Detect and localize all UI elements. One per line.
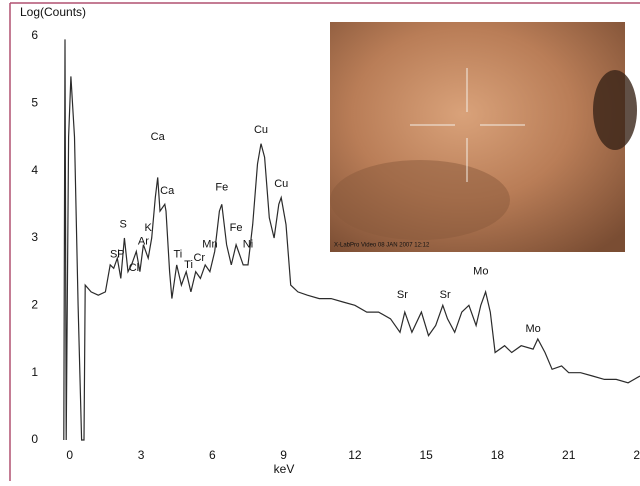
peak-label: Mn xyxy=(202,239,217,251)
peak-label: Sr xyxy=(397,289,408,301)
photo-shadow xyxy=(593,70,637,150)
peak-label: Ca xyxy=(151,131,166,143)
inset-caption: X-LabPro Video 08 JAN 2007 12:12 xyxy=(334,243,430,249)
peak-label: P xyxy=(117,249,124,261)
x-tick-label: 12 xyxy=(348,448,362,462)
peak-label: Fe xyxy=(215,181,228,193)
x-tick-label: 6 xyxy=(209,448,216,462)
peak-label: Cu xyxy=(254,124,268,136)
y-tick-label: 3 xyxy=(31,230,38,244)
y-tick-label: 1 xyxy=(31,365,38,379)
y-tick-label: 2 xyxy=(31,298,38,312)
y-tick-label: 0 xyxy=(31,432,38,446)
x-tick-label: 9 xyxy=(280,448,287,462)
x-tick-label: 24 xyxy=(633,448,640,462)
photo-patch xyxy=(330,160,510,240)
peak-label: Fe xyxy=(230,222,243,234)
y-axis-title: Log(Counts) xyxy=(20,5,86,19)
peak-label: S xyxy=(120,218,127,230)
y-tick-label: 6 xyxy=(31,28,38,42)
peak-label: Mo xyxy=(473,266,488,278)
peak-label: Ti xyxy=(184,259,193,271)
x-tick-label: 3 xyxy=(138,448,145,462)
peak-label: Mo xyxy=(525,323,540,335)
peak-label: Ar xyxy=(138,235,149,247)
x-tick-label: 15 xyxy=(419,448,433,462)
page: Log(Counts) keV X-LabPro Video 08 JAN 20… xyxy=(0,0,640,481)
peak-label: Ti xyxy=(173,249,182,261)
chart: Log(Counts) keV X-LabPro Video 08 JAN 20… xyxy=(0,0,640,481)
inset-photo: X-LabPro Video 08 JAN 2007 12:12 xyxy=(330,22,637,252)
x-tick-label: 18 xyxy=(491,448,505,462)
peak-label: Cl xyxy=(129,262,139,274)
x-axis-title: keV xyxy=(274,462,295,476)
peak-label: Ca xyxy=(160,185,175,197)
x-tick-label: 0 xyxy=(66,448,73,462)
peak-label: Sr xyxy=(440,289,451,301)
y-tick-label: 4 xyxy=(31,163,38,177)
peak-label: K xyxy=(144,222,152,234)
peak-label: Cr xyxy=(193,252,205,264)
peak-label: Cu xyxy=(274,178,288,190)
x-tick-label: 21 xyxy=(562,448,576,462)
y-tick-label: 5 xyxy=(31,96,38,110)
peak-label: Ni xyxy=(243,239,253,251)
